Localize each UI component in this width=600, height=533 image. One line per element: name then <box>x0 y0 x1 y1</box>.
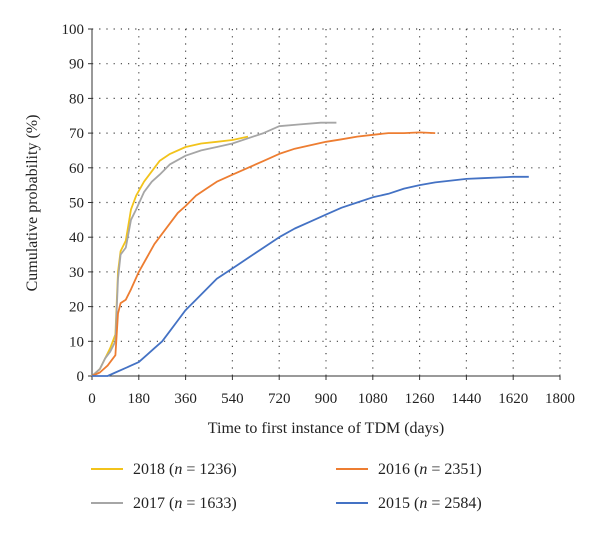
legend-year: 2018 <box>133 461 165 478</box>
x-tick-label: 360 <box>174 391 197 407</box>
legend-n: n <box>419 495 427 512</box>
grid <box>92 28 561 376</box>
x-tick-label: 1800 <box>545 391 575 407</box>
legend-n: n <box>174 461 182 478</box>
x-tick-label: 540 <box>221 391 244 407</box>
y-tick-label: 70 <box>69 126 84 142</box>
y-tick-labels: 0 10 20 30 40 50 60 70 80 90 100 <box>62 22 92 385</box>
legend-paren: ( <box>410 461 419 478</box>
x-tick-label: 900 <box>315 391 338 407</box>
legend-n-value: = 1236) <box>182 461 236 478</box>
legend-item-2018: 2018 (n = 1236) <box>91 461 237 478</box>
legend-paren: ( <box>165 495 174 512</box>
x-axis-title: Time to first instance of TDM (days) <box>208 420 444 437</box>
x-tick-label: 1620 <box>498 391 528 407</box>
legend-label: 2017 (n = 1633) <box>133 495 237 512</box>
y-tick-label: 20 <box>69 300 84 316</box>
y-tick-label: 100 <box>62 22 85 38</box>
y-tick-label: 0 <box>77 369 85 385</box>
y-tick-label: 80 <box>69 91 84 107</box>
x-tick-label: 1080 <box>358 391 388 407</box>
y-tick-label: 60 <box>69 161 84 177</box>
x-tick-label: 720 <box>268 391 291 407</box>
legend-label: 2016 (n = 2351) <box>378 461 482 478</box>
legend-year: 2016 <box>378 461 410 478</box>
y-tick-label: 10 <box>69 334 84 350</box>
y-tick-label: 30 <box>69 265 84 281</box>
series-line-2018 <box>91 135 249 377</box>
legend-n: n <box>419 461 427 478</box>
x-tick-label: 180 <box>128 391 151 407</box>
legend: 2018 (n = 1236) 2016 (n = 2351)2017 (n = … <box>91 461 482 512</box>
legend-item-2016: 2016 (n = 2351) <box>336 461 482 478</box>
series-line-2016 <box>91 131 436 377</box>
legend-item-2017: 2017 (n = 1633) <box>91 495 237 512</box>
legend-paren: ( <box>165 461 174 478</box>
y-tick-label: 50 <box>69 196 84 212</box>
legend-n-value: = 2351) <box>427 461 481 478</box>
legend-n-value: = 2584) <box>427 495 481 512</box>
legend-year: 2017 <box>133 495 165 512</box>
legend-n-value: = 1633) <box>182 495 236 512</box>
legend-paren: ( <box>410 495 419 512</box>
y-tick-label: 40 <box>69 230 84 246</box>
series-lines <box>91 121 529 377</box>
x-tick-label: 1440 <box>451 391 481 407</box>
series-line-2017 <box>91 121 337 377</box>
legend-label: 2018 (n = 1236) <box>133 461 237 478</box>
series-line-2015 <box>92 175 529 377</box>
x-tick-labels: 0 180 360 540 720 900 1080 1260 1440 1620 1800 <box>88 376 575 407</box>
x-tick-label: 0 <box>88 391 96 407</box>
legend-year: 2015 <box>378 495 410 512</box>
legend-item-2015: 2015 (n = 2584) <box>336 495 482 512</box>
x-tick-label: 1260 <box>405 391 435 407</box>
legend-n: n <box>174 495 182 512</box>
y-axis-title: Cumulative probability (%) <box>24 115 41 292</box>
y-tick-label: 90 <box>69 57 84 73</box>
legend-label: 2015 (n = 2584) <box>378 495 482 512</box>
